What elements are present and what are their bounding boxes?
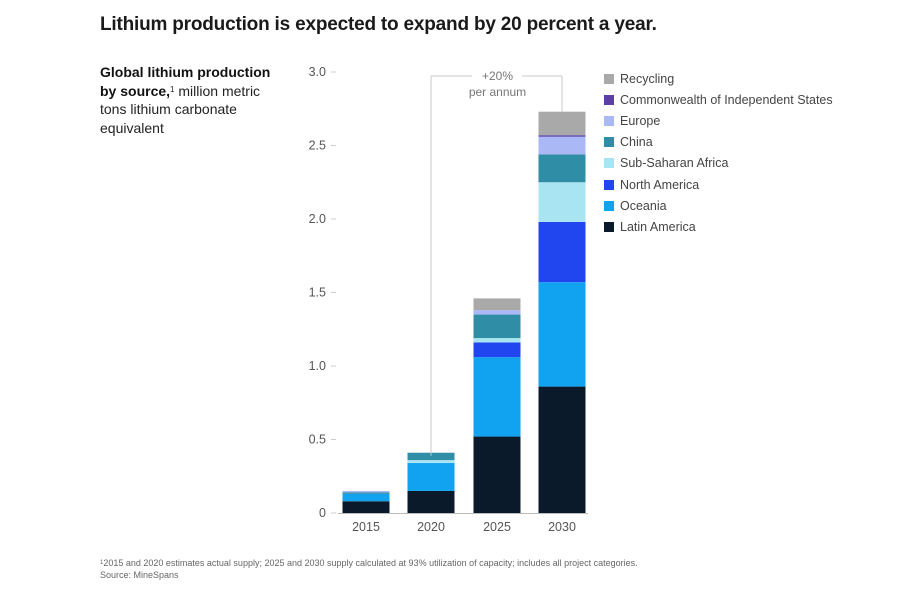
y-tick-label: 1.0 [309,359,326,373]
bar-segment-oceania-2020 [407,463,455,491]
bar-segment-north-america-2030 [538,221,586,283]
y-tick-label: 2.5 [309,139,326,153]
bar-segment-north-america-2025 [473,342,521,358]
bar-2020 [407,452,455,513]
legend-item-north-america: North America [604,174,833,195]
subtitle-units: million metric tons lithium carbonate eq… [100,82,261,136]
footnote-marker: 1 [100,560,104,566]
chart-legend: Recycling Commonwealth of Independent Sta… [604,68,833,238]
legend-label: Commonwealth of Independent States [620,92,833,107]
x-tick-label: 2015 [352,520,380,534]
bar-segment-recycling-2025 [473,298,521,311]
bar-segment-oceania-2025 [473,357,521,437]
bar-segment-europe-2025 [473,310,521,315]
x-tick-label: 2020 [417,520,445,534]
legend-item-latin-america: Latin America [604,216,833,237]
y-tick-label: 0 [319,506,326,520]
legend-label: China [620,135,653,150]
legend-swatch [604,221,614,232]
bar-segment-sub-saharan-africa-2030 [538,182,586,222]
y-tick-label: 0.5 [309,433,326,447]
bar-2025 [473,298,521,513]
legend-swatch [604,137,614,148]
chart-title: Lithium production is expected to expand… [100,14,657,35]
subtitle-bold: Global lithium production by source, [100,64,271,99]
x-tick-label: 2025 [483,520,511,534]
legend-swatch [604,179,614,190]
legend-item-commonwealth-of-independent-states: Commonwealth of Independent States [604,89,833,110]
bar-segment-latin-america-2015 [342,501,390,513]
bar-segment-china-2030 [538,154,586,183]
bar-segment-recycling-2030 [538,111,586,136]
legend-item-europe: Europe [604,110,833,131]
y-tick-label: 2.0 [309,212,326,226]
y-tick-label: 3.0 [309,65,326,79]
bar-segment-china-2015 [342,492,390,494]
legend-swatch [604,73,614,84]
bar-segment-latin-america-2025 [473,436,521,513]
legend-item-recycling: Recycling [604,68,833,89]
legend-label: Sub-Saharan Africa [620,156,729,171]
bar-segment-commonwealth-of-independent-states-2030 [538,135,586,137]
annotation-rate: +20% [482,69,513,83]
bar-segment-europe-2030 [538,136,586,155]
bar-segment-latin-america-2030 [538,386,586,513]
subtitle-footnote-marker: 1 [170,84,175,94]
growth-annotation: +20% per annum [430,69,563,456]
bar-segment-latin-america-2020 [407,490,455,513]
footnote-text: 2015 and 2020 estimates actual supply; 2… [103,558,638,568]
bar-segment-oceania-2030 [538,282,586,387]
bar-segment-china-2025 [473,314,521,339]
legend-item-oceania: Oceania [604,195,833,216]
bar-segment-sub-saharan-africa-2025 [473,338,521,343]
legend-item-sub-saharan-africa: Sub-Saharan Africa [604,153,833,174]
legend-label: Latin America [620,219,696,234]
legend-swatch [604,158,614,169]
bar-2015 [342,490,390,513]
legend-swatch [604,94,614,105]
bar-2030 [538,111,586,513]
annotation-period: per annum [469,85,526,99]
legend-item-china: China [604,132,833,153]
legend-label: Europe [620,113,661,128]
legend-label: North America [620,177,700,192]
footnote: 12015 and 2020 estimates actual supply; … [100,557,638,581]
legend-swatch [604,115,614,126]
chart-subtitle: Global lithium production by source,1 mi… [100,63,290,137]
bar-segment-oceania-2015 [342,493,390,502]
x-tick-label: 2030 [548,520,576,534]
bar-segment-sub-saharan-africa-2020 [407,460,455,464]
legend-label: Recycling [620,71,675,86]
legend-label: Oceania [620,198,667,213]
bar-segment-china-2020 [407,452,455,461]
bar-segment-europe-2015 [342,490,390,493]
y-tick-label: 1.5 [309,286,326,300]
source-note: Source: MineSpans [100,570,179,580]
legend-swatch [604,200,614,211]
